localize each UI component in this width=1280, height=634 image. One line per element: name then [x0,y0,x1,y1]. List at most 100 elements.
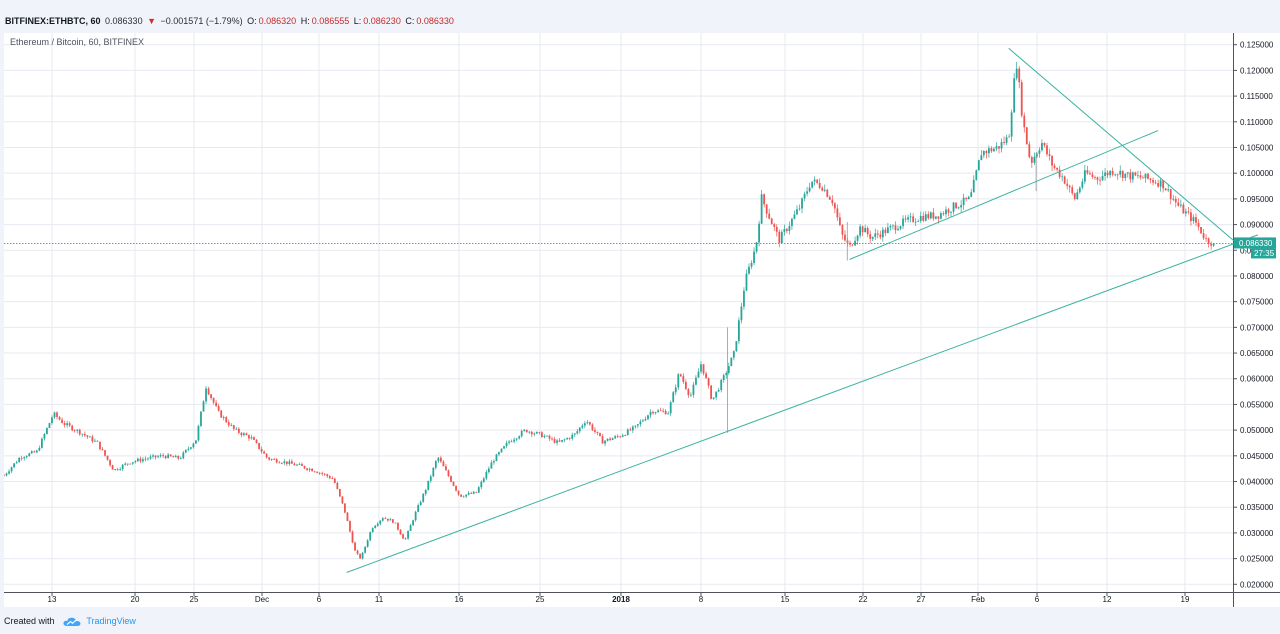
y-tick-label: 0.040000 [1240,478,1274,487]
candle-body [344,503,346,513]
candle-body [523,429,526,431]
candle-body [515,438,518,440]
candle-body [157,456,159,458]
candle-body [919,215,922,221]
candle-body [470,493,473,494]
candle-body [1129,172,1132,180]
candle-body [1167,189,1170,191]
candle-body [487,468,490,473]
candle-body [1058,169,1061,177]
candle-body [104,450,106,456]
candle-body [402,534,404,539]
candle-body [934,216,937,219]
candle-body [73,430,76,432]
candle-body [227,422,230,426]
candle-body [679,374,682,377]
candle-body [1101,175,1104,181]
candle-body [1099,179,1101,181]
candle-body [13,463,16,468]
candle-body [720,379,723,391]
candle-body [740,306,743,321]
candle-body [629,429,632,431]
candle-body [78,429,81,435]
price-chart[interactable]: 13 20 25 Dec 6 11 16 25 2018 8 15 22 27 Feb 6 12 19 0.125… [4,33,1280,607]
candle-body [442,461,445,467]
x-tick-label: 8 [699,595,704,604]
candle-body [886,227,889,233]
change-down-icon: ▼ [147,16,157,26]
candle-body [316,471,319,473]
candle-body [621,435,624,437]
candle-body [124,463,127,465]
tradingview-cloud-icon[interactable] [63,617,81,627]
trendline-2[interactable] [849,130,1159,260]
candle-body [121,464,124,469]
candle-body [366,540,369,547]
candle-body [455,485,457,491]
candle-body [369,532,372,541]
plot-area[interactable] [4,33,1233,592]
candle-body [265,453,268,458]
candle-body [283,461,286,464]
candle-body [803,193,806,199]
candle-body [5,473,8,476]
candle-body [604,440,606,444]
candle-body [220,410,223,418]
candlestick-series[interactable] [4,61,1215,560]
candle-body [813,179,816,182]
candle-body [136,458,139,462]
y-tick-label: 0.045000 [1240,452,1274,461]
trendline-1[interactable] [346,234,1259,573]
candle-body [144,458,147,460]
candle-body [578,427,581,432]
candle-body [1038,150,1041,154]
candle-body [288,461,291,465]
y-tick-label: 0.070000 [1240,323,1274,332]
candle-body [432,467,435,477]
candle-body [1197,222,1200,227]
candle-body [452,481,455,486]
time-axis[interactable] [4,592,1233,607]
tradingview-brand-link[interactable]: TradingView [86,616,136,626]
candle-body [945,209,947,215]
candle-body [1192,217,1195,222]
candle-body [856,235,859,241]
symbol-label[interactable]: BITFINEX:ETHBTC, 60 [5,16,101,26]
x-tick-label: 22 [859,595,868,604]
candle-body [591,424,594,430]
candle-body [439,457,442,462]
candle-body [409,525,412,531]
candle-body [306,468,308,470]
candle-body [1023,115,1026,128]
candle-body [106,455,109,460]
candle-body [326,474,329,477]
candle-body [43,434,46,439]
low-label: L: [353,16,362,26]
candle-body [1200,226,1202,234]
candle-body [336,482,339,490]
chart-pane[interactable]: 13 20 25 Dec 6 11 16 25 2018 8 15 22 27 Feb 6 12 19 0.125… [4,33,1280,607]
candle-body [530,431,533,435]
candle-body [129,463,132,465]
candle-body [437,457,440,462]
candle-body [705,373,707,379]
candle-body [1149,178,1152,180]
candle-body [230,425,233,426]
candle-body [53,412,56,418]
x-tick-label: 2018 [612,595,630,604]
candle-body [889,226,892,228]
trendline-3[interactable] [1008,47,1249,254]
candle-body [232,425,235,429]
candle-body [677,374,680,388]
candle-body [801,198,803,209]
candle-body [1096,177,1099,180]
price-axis[interactable] [1233,33,1280,607]
candle-body [318,472,321,474]
candle-body [447,470,450,477]
candle-body [498,452,500,455]
candle-body [1061,176,1064,178]
candle-body [791,218,793,227]
candle-body [866,228,869,235]
candle-body [356,550,359,554]
candle-body [341,496,344,504]
